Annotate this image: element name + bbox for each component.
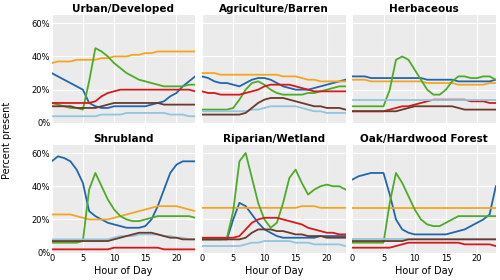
X-axis label: Hour of Day: Hour of Day (244, 266, 303, 276)
Title: Riparian/Wetland: Riparian/Wetland (222, 134, 325, 144)
Title: Shrubland: Shrubland (93, 134, 154, 144)
Title: Herbaceous: Herbaceous (389, 4, 459, 14)
Title: Urban/Developed: Urban/Developed (72, 4, 174, 14)
Title: Agriculture/Barren: Agriculture/Barren (219, 4, 328, 14)
X-axis label: Hour of Day: Hour of Day (94, 266, 152, 276)
Text: Percent present: Percent present (2, 101, 12, 179)
X-axis label: Hour of Day: Hour of Day (395, 266, 454, 276)
Title: Oak/Hardwood Forest: Oak/Hardwood Forest (360, 134, 488, 144)
